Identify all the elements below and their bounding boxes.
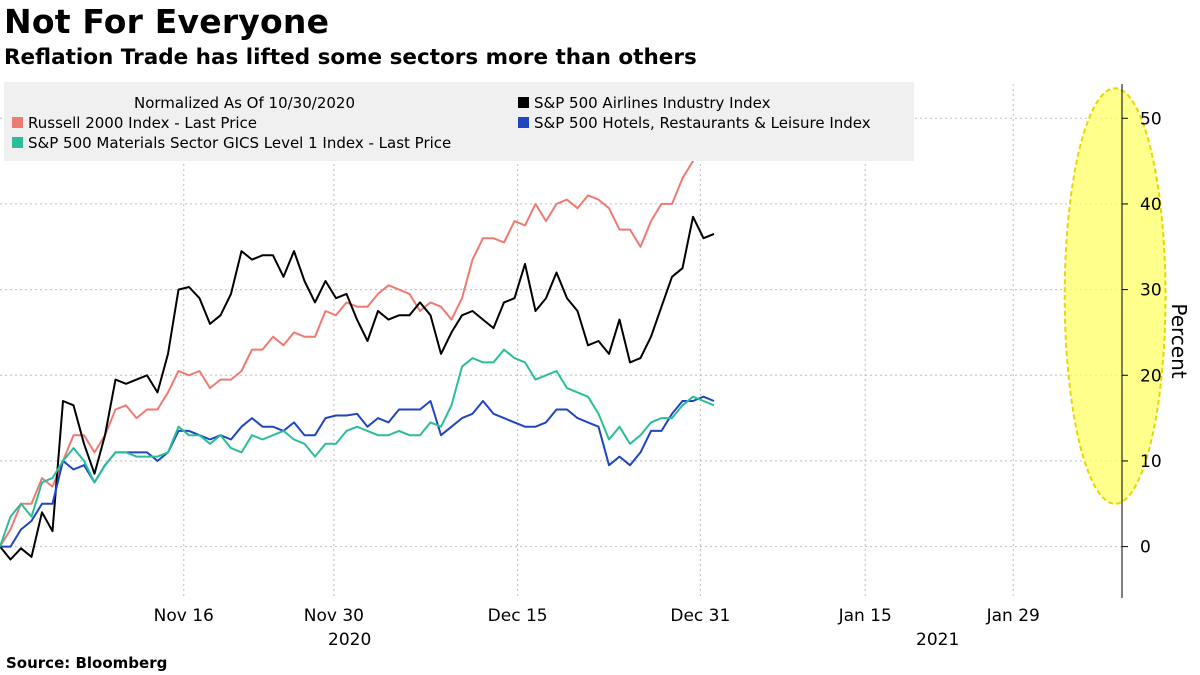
series-layer bbox=[0, 121, 726, 561]
series-line-russell-2000-index-last-price bbox=[0, 121, 726, 548]
grid bbox=[0, 84, 1122, 598]
x-year-label: 2020 bbox=[328, 630, 371, 650]
legend-swatch bbox=[12, 137, 23, 148]
y-tick-label: 20 bbox=[1140, 366, 1162, 386]
legend-header: Normalized As Of 10/30/2020 bbox=[134, 94, 355, 112]
chart-subtitle: Reflation Trade has lifted some sectors … bbox=[4, 45, 697, 70]
x-tick-label: Jan 15 bbox=[838, 606, 892, 626]
y-tick-label: 50 bbox=[1140, 109, 1162, 129]
x-tick-label: Jan 29 bbox=[986, 606, 1040, 626]
legend-label: S&P 500 Materials Sector GICS Level 1 In… bbox=[28, 134, 451, 152]
axis: Percent 0 10 20 30 40 50 Nov 16 Nov 30 Dec 15 Dec… bbox=[154, 84, 1191, 650]
legend-label: S&P 500 Airlines Industry Index bbox=[534, 94, 771, 112]
legend-swatch bbox=[518, 117, 529, 128]
highlight-layer bbox=[1063, 87, 1167, 505]
legend: Normalized As Of 10/30/2020 Russell 2000… bbox=[4, 82, 914, 161]
x-tick-label: Nov 16 bbox=[154, 606, 214, 626]
legend-background bbox=[4, 82, 914, 161]
series-line-s-p-500-materials-sector-gics-level-1-index-last-price bbox=[0, 348, 715, 547]
legend-label: Russell 2000 Index - Last Price bbox=[28, 114, 257, 132]
y-tick-label: 10 bbox=[1140, 452, 1162, 472]
x-tick-label: Dec 31 bbox=[670, 606, 730, 626]
y-tick-label: 30 bbox=[1140, 281, 1162, 301]
y-tick-label: 40 bbox=[1140, 195, 1162, 215]
legend-label: S&P 500 Hotels, Restaurants & Leisure In… bbox=[534, 114, 871, 132]
chart-title: Not For Everyone bbox=[4, 2, 330, 41]
x-tick-label: Nov 30 bbox=[304, 606, 364, 626]
y-tick-label: 0 bbox=[1140, 538, 1151, 558]
legend-swatch bbox=[518, 97, 529, 108]
x-tick-label: Dec 15 bbox=[488, 606, 548, 626]
highlight-ellipse bbox=[1063, 87, 1167, 505]
source-note: Source: Bloomberg bbox=[6, 654, 168, 672]
series-line-s-p-500-airlines-industry-index bbox=[0, 215, 715, 561]
x-year-label: 2021 bbox=[916, 630, 959, 650]
legend-swatch bbox=[12, 117, 23, 128]
y-axis-label: Percent bbox=[1167, 303, 1191, 378]
